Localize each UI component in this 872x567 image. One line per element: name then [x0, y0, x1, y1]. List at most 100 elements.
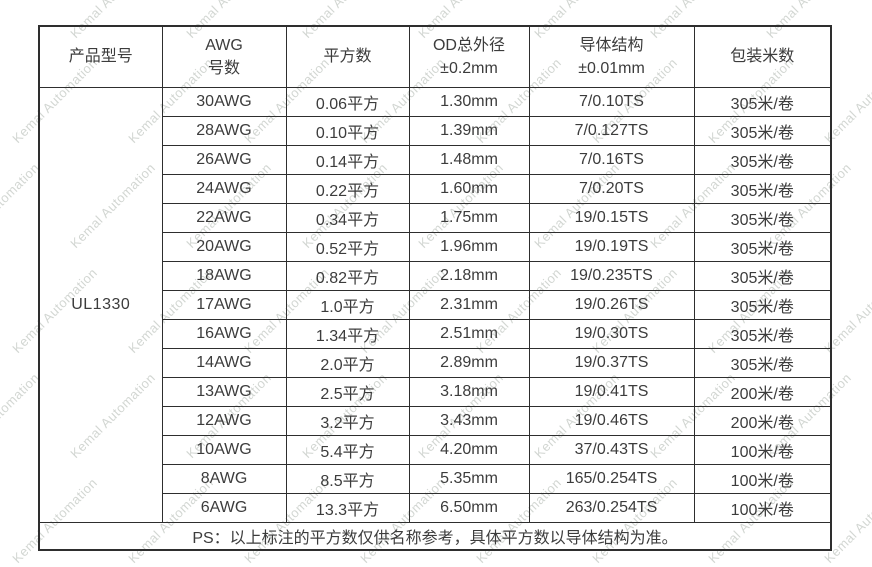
cell-packaging: 305米/卷	[693, 319, 832, 349]
cell-conductor: 165/0.254TS	[528, 464, 695, 494]
header-conductor: 导体结构 ±0.01mm	[528, 25, 695, 88]
cell-packaging: 305米/卷	[693, 203, 832, 233]
cell-od: 6.50mm	[408, 493, 530, 523]
table-row: 13AWG 2.5平方 3.18mm 19/0.41TS 200米/卷	[39, 377, 832, 407]
cell-od: 1.48mm	[408, 145, 530, 175]
cell-packaging: 305米/卷	[693, 348, 832, 378]
cell-square-mm: 0.06平方	[285, 87, 410, 117]
cell-square-mm: 3.2平方	[285, 406, 410, 436]
cell-conductor: 7/0.20TS	[528, 174, 695, 204]
header-square-mm: 平方数	[285, 25, 410, 88]
cell-od: 2.51mm	[408, 319, 530, 349]
cell-conductor: 263/0.254TS	[528, 493, 695, 523]
cell-conductor: 37/0.43TS	[528, 435, 695, 465]
table-row: 10AWG 5.4平方 4.20mm 37/0.43TS 100米/卷	[39, 435, 832, 465]
cell-packaging: 200米/卷	[693, 377, 832, 407]
watermark-text: Kemal Automation	[0, 160, 43, 251]
cell-awg: 13AWG	[161, 377, 287, 407]
cell-packaging: 305米/卷	[693, 232, 832, 262]
header-awg-number: AWG 号数	[161, 25, 287, 88]
cell-square-mm: 2.0平方	[285, 348, 410, 378]
cell-square-mm: 0.10平方	[285, 116, 410, 146]
cell-square-mm: 0.14平方	[285, 145, 410, 175]
cell-awg: 18AWG	[161, 261, 287, 291]
cell-conductor: 19/0.37TS	[528, 348, 695, 378]
watermark-text: Kemal Automation	[0, 370, 43, 461]
product-model-cell: UL1330	[38, 87, 163, 523]
table-header: 产品型号 AWG 号数 平方数 OD总外径 ±0.2mm 导体结构 ±0.01m…	[38, 25, 832, 88]
footnote-text: PS：以上标注的平方数仅供名称参考，具体平方数以导体结构为准。	[38, 522, 832, 551]
cell-conductor: 19/0.15TS	[528, 203, 695, 233]
cell-conductor: 19/0.46TS	[528, 406, 695, 436]
cell-awg: 8AWG	[161, 464, 287, 494]
cell-square-mm: 2.5平方	[285, 377, 410, 407]
cell-conductor: 19/0.235TS	[528, 261, 695, 291]
cell-awg: 20AWG	[161, 232, 287, 262]
cell-packaging: 305米/卷	[693, 116, 832, 146]
cell-packaging: 100米/卷	[693, 435, 832, 465]
cell-square-mm: 0.22平方	[285, 174, 410, 204]
cell-od: 5.35mm	[408, 464, 530, 494]
cell-square-mm: 0.34平方	[285, 203, 410, 233]
table-row: 8AWG 8.5平方 5.35mm 165/0.254TS 100米/卷	[39, 464, 832, 494]
cell-od: 1.60mm	[408, 174, 530, 204]
table-row: 18AWG 0.82平方 2.18mm 19/0.235TS 305米/卷	[39, 261, 832, 291]
cell-awg: 12AWG	[161, 406, 287, 436]
cell-od: 2.89mm	[408, 348, 530, 378]
cell-conductor: 19/0.30TS	[528, 319, 695, 349]
cell-od: 4.20mm	[408, 435, 530, 465]
cell-square-mm: 1.0平方	[285, 290, 410, 320]
cell-square-mm: 13.3平方	[285, 493, 410, 523]
cell-square-mm: 8.5平方	[285, 464, 410, 494]
wire-spec-table: 产品型号 AWG 号数 平方数 OD总外径 ±0.2mm 导体结构 ±0.01m…	[38, 25, 832, 551]
table-row: 26AWG 0.14平方 1.48mm 7/0.16TS 305米/卷	[39, 145, 832, 175]
cell-packaging: 100米/卷	[693, 464, 832, 494]
cell-awg: 6AWG	[161, 493, 287, 523]
cell-square-mm: 1.34平方	[285, 319, 410, 349]
cell-od: 2.31mm	[408, 290, 530, 320]
cell-packaging: 305米/卷	[693, 145, 832, 175]
table-row: 14AWG 2.0平方 2.89mm 19/0.37TS 305米/卷	[39, 348, 832, 378]
cell-packaging: 305米/卷	[693, 174, 832, 204]
cell-od: 3.43mm	[408, 406, 530, 436]
watermark-text: Kemal Automation	[0, 0, 42, 41]
cell-awg: 26AWG	[161, 145, 287, 175]
cell-conductor: 7/0.16TS	[528, 145, 695, 175]
cell-packaging: 305米/卷	[693, 87, 832, 117]
cell-od: 1.39mm	[408, 116, 530, 146]
cell-packaging: 305米/卷	[693, 290, 832, 320]
cell-awg: 17AWG	[161, 290, 287, 320]
footnote-row: PS：以上标注的平方数仅供名称参考，具体平方数以导体结构为准。	[38, 522, 832, 551]
table-footer: PS：以上标注的平方数仅供名称参考，具体平方数以导体结构为准。	[38, 522, 832, 551]
cell-od: 2.18mm	[408, 261, 530, 291]
table-row: 6AWG 13.3平方 6.50mm 263/0.254TS 100米/卷	[39, 493, 832, 523]
header-packaging: 包装米数	[693, 25, 832, 88]
cell-od: 1.96mm	[408, 232, 530, 262]
cell-conductor: 7/0.127TS	[528, 116, 695, 146]
cell-awg: 28AWG	[161, 116, 287, 146]
table-row: 12AWG 3.2平方 3.43mm 19/0.46TS 200米/卷	[39, 406, 832, 436]
cell-conductor: 19/0.41TS	[528, 377, 695, 407]
table-body: UL1330 30AWG 0.06平方 1.30mm 7/0.10TS 305米/卷 28A…	[38, 87, 832, 523]
cell-awg: 14AWG	[161, 348, 287, 378]
cell-packaging: 100米/卷	[693, 493, 832, 523]
cell-packaging: 200米/卷	[693, 406, 832, 436]
table-row: 28AWG 0.10平方 1.39mm 7/0.127TS 305米/卷	[39, 116, 832, 146]
header-product-model: 产品型号	[38, 25, 163, 88]
cell-awg: 30AWG	[161, 87, 287, 117]
header-od-diameter: OD总外径 ±0.2mm	[408, 25, 530, 88]
cell-od: 3.18mm	[408, 377, 530, 407]
cell-awg: 16AWG	[161, 319, 287, 349]
cell-square-mm: 0.82平方	[285, 261, 410, 291]
cell-od: 1.30mm	[408, 87, 530, 117]
cell-square-mm: 5.4平方	[285, 435, 410, 465]
header-row: 产品型号 AWG 号数 平方数 OD总外径 ±0.2mm 导体结构 ±0.01m…	[38, 25, 832, 88]
table-row: UL1330 30AWG 0.06平方 1.30mm 7/0.10TS 305米/卷	[38, 87, 832, 523]
cell-conductor: 7/0.10TS	[528, 87, 695, 117]
cell-conductor: 19/0.26TS	[528, 290, 695, 320]
cell-packaging: 305米/卷	[693, 261, 832, 291]
table-row: 22AWG 0.34平方 1.75mm 19/0.15TS 305米/卷	[39, 203, 832, 233]
cell-awg: 24AWG	[161, 174, 287, 204]
cell-square-mm: 0.52平方	[285, 232, 410, 262]
